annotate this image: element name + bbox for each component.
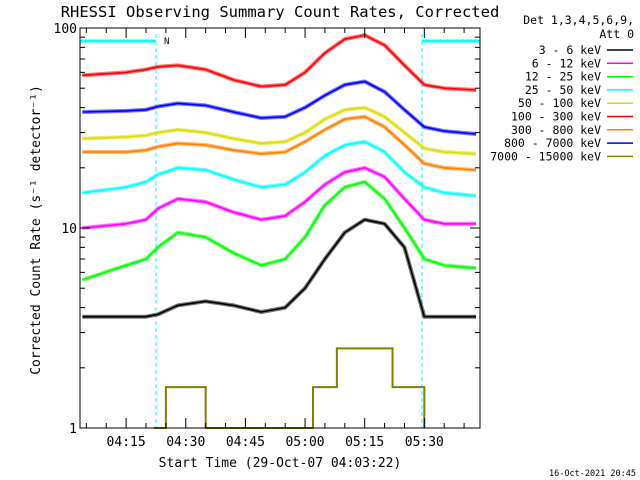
series-band-0 [82, 217, 476, 319]
series-line-1 [82, 167, 476, 229]
series-band-2 [81, 179, 477, 282]
x-axis: 04:15 04:30 04:45 05:00 05:15 05:30 [85, 28, 465, 450]
series-line-8 [153, 347, 426, 429]
legend-header-0: Det 1,3,4,5,6,9, [523, 13, 634, 27]
series-line-2 [82, 181, 477, 281]
legend-label-7: 800 - 7000 keV [504, 136, 601, 150]
x-tick-label-3: 05:00 [285, 435, 324, 450]
y-axis-label: Corrected Count Rate (s⁻¹ detector⁻¹) [29, 85, 44, 375]
generated-timestamp: 16-Oct-2021 20:45 [549, 469, 636, 479]
series-line-3 [82, 140, 477, 197]
series-line-0 [82, 218, 476, 318]
x-tick-label-0: 04:15 [107, 435, 146, 450]
series-band-4 [82, 105, 477, 156]
x-axis-label: Start Time (29-Oct-07 04:03:22) [159, 456, 402, 471]
legend-label-0: 3 - 6 keV [539, 43, 601, 57]
legend-label-5: 100 - 300 keV [511, 110, 601, 124]
chart-title: RHESSI Observing Summary Count Rates, Co… [61, 3, 500, 21]
legend-label-8: 7000 - 15000 keV [490, 149, 601, 163]
series-line-7 [82, 80, 477, 135]
legend-label-1: 6 - 12 keV [532, 56, 601, 70]
x-tick-label-2: 04:45 [226, 435, 265, 450]
series-group [81, 33, 477, 429]
y-tick-label-1: 10 [61, 222, 77, 237]
x-tick-label-1: 04:30 [166, 435, 205, 450]
series-band-1 [82, 165, 476, 230]
plot-frame [79, 27, 481, 429]
x-tick-label-5: 05:30 [405, 435, 444, 450]
series-line-5 [82, 34, 477, 91]
series-band-5 [82, 33, 477, 92]
y-axis: 1 10 100 [54, 22, 480, 437]
night-bars [79, 34, 481, 428]
series-band-7 [82, 79, 477, 136]
night-marker-label: N [164, 37, 169, 47]
legend-header-1: Att 0 [599, 27, 634, 41]
series-line-4 [82, 106, 477, 155]
legend-label-4: 50 - 100 keV [518, 96, 601, 110]
y-tick-label-0: 1 [69, 422, 77, 437]
x-tick-label-4: 05:15 [345, 435, 384, 450]
annotations: N 16-Oct-2021 20:45 [164, 37, 636, 479]
legend-label-3: 25 - 50 keV [525, 83, 601, 97]
y-tick-label-2: 100 [54, 22, 77, 37]
series-line-6 [82, 115, 477, 171]
legend-label-2: 12 - 25 keV [525, 70, 601, 84]
legend-label-6: 300 - 800 keV [511, 123, 601, 137]
